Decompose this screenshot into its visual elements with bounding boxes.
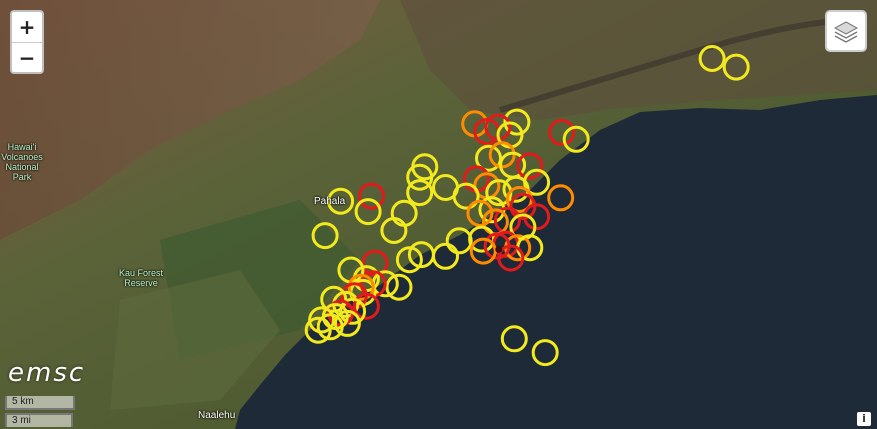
earthquake-marker[interactable] bbox=[320, 285, 348, 313]
earthquake-marker[interactable] bbox=[406, 179, 434, 207]
earthquake-marker[interactable] bbox=[500, 325, 528, 353]
park-label-line: Hawai'i bbox=[7, 142, 37, 152]
forest-reserve-label: Kau Forest Reserve bbox=[106, 268, 176, 288]
scale-km-label: 5 km bbox=[5, 396, 75, 410]
lava-flow bbox=[499, 17, 861, 113]
attribution-button[interactable]: i bbox=[857, 412, 871, 426]
earthquake-marker[interactable] bbox=[509, 192, 537, 220]
earthquake-marker[interactable] bbox=[354, 198, 382, 226]
earthquake-marker[interactable] bbox=[333, 309, 361, 337]
earthquake-marker[interactable] bbox=[475, 144, 502, 172]
scale-bar-mi: 3 mi bbox=[5, 413, 73, 427]
earthquake-marker[interactable] bbox=[548, 118, 576, 146]
earthquake-marker[interactable] bbox=[316, 313, 344, 341]
earthquake-marker[interactable] bbox=[469, 237, 497, 265]
epicenter-dot[interactable] bbox=[495, 245, 503, 253]
earthquake-marker[interactable] bbox=[432, 174, 459, 201]
forest-label-line: Reserve bbox=[124, 278, 158, 288]
park-label: Hawai'i Volcanoes National Park bbox=[0, 142, 44, 182]
scale-bar-km: 5 km bbox=[5, 396, 75, 410]
earthquake-marker[interactable] bbox=[339, 297, 367, 325]
earthquake-marker[interactable] bbox=[406, 163, 434, 191]
town-label-naalehu: Naalehu bbox=[198, 410, 236, 421]
park-label-line: Volcanoes bbox=[1, 152, 43, 162]
earthquake-marker[interactable] bbox=[562, 125, 590, 153]
earthquake-marker[interactable] bbox=[547, 184, 575, 212]
layers-button[interactable] bbox=[825, 10, 867, 52]
layers-icon bbox=[833, 21, 859, 43]
zoom-control: + − bbox=[10, 10, 44, 74]
park-label-line: National Park bbox=[5, 162, 39, 182]
earthquake-marker[interactable] bbox=[497, 244, 525, 272]
earthquake-marker[interactable] bbox=[352, 292, 380, 320]
earthquake-marker[interactable] bbox=[380, 217, 408, 244]
earthquake-marker[interactable] bbox=[390, 199, 418, 227]
earthquake-marker[interactable] bbox=[432, 242, 459, 270]
ranch-lands bbox=[110, 270, 280, 410]
earthquake-marker[interactable] bbox=[311, 222, 339, 250]
earthquake-marker[interactable] bbox=[445, 227, 473, 255]
earthquake-marker[interactable] bbox=[698, 45, 726, 72]
earthquake-marker[interactable] bbox=[503, 108, 531, 136]
earthquake-marker[interactable] bbox=[347, 273, 375, 301]
lava-fields bbox=[400, 0, 877, 120]
scale-mi-label: 3 mi bbox=[5, 413, 73, 427]
zoom-out-button[interactable]: − bbox=[12, 42, 42, 72]
emsc-logo: emsc bbox=[8, 358, 86, 388]
town-label-pahala: Pahala bbox=[314, 196, 346, 207]
earthquake-marker[interactable] bbox=[385, 273, 413, 301]
earthquake-marker[interactable] bbox=[304, 316, 332, 344]
forest-label-line: Kau Forest bbox=[118, 268, 164, 278]
upper-slopes bbox=[0, 0, 380, 240]
earthquake-marker[interactable] bbox=[523, 203, 551, 231]
earthquake-marker[interactable] bbox=[466, 199, 494, 227]
earthquake-marker[interactable] bbox=[358, 182, 385, 210]
earthquake-marker[interactable] bbox=[395, 246, 423, 274]
earthquake-marker[interactable] bbox=[327, 187, 355, 215]
zoom-in-button[interactable]: + bbox=[12, 12, 42, 42]
earthquake-marker[interactable] bbox=[722, 53, 750, 81]
earthquake-marker[interactable] bbox=[531, 339, 559, 367]
earthquake-marker[interactable] bbox=[516, 152, 544, 180]
